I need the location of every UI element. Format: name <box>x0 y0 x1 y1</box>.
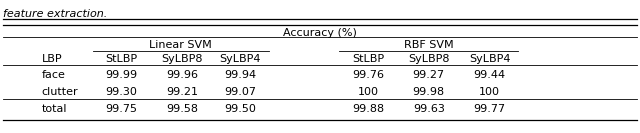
Text: 99.99: 99.99 <box>106 70 138 80</box>
Text: 99.44: 99.44 <box>474 70 506 80</box>
Text: 100: 100 <box>479 87 500 97</box>
Text: Linear SVM: Linear SVM <box>149 40 212 50</box>
Text: 99.88: 99.88 <box>352 104 384 114</box>
Text: StLBP: StLBP <box>352 54 384 64</box>
Text: SyLBP8: SyLBP8 <box>162 54 203 64</box>
Text: 99.96: 99.96 <box>166 70 198 80</box>
Text: RBF SVM: RBF SVM <box>404 40 454 50</box>
Text: 99.76: 99.76 <box>352 70 384 80</box>
Text: 99.94: 99.94 <box>224 70 256 80</box>
Text: StLBP: StLBP <box>106 54 138 64</box>
Text: 99.30: 99.30 <box>106 87 138 97</box>
Text: 99.63: 99.63 <box>413 104 445 114</box>
Text: 99.58: 99.58 <box>166 104 198 114</box>
Text: 100: 100 <box>358 87 378 97</box>
Text: 99.27: 99.27 <box>413 70 445 80</box>
Text: LBP: LBP <box>42 54 62 64</box>
Text: 99.77: 99.77 <box>474 104 506 114</box>
Text: Accuracy (%): Accuracy (%) <box>283 28 357 38</box>
Text: SyLBP8: SyLBP8 <box>408 54 449 64</box>
Text: feature extraction.: feature extraction. <box>3 9 108 19</box>
Text: 99.75: 99.75 <box>106 104 138 114</box>
Text: clutter: clutter <box>42 87 78 97</box>
Text: SyLBP4: SyLBP4 <box>220 54 260 64</box>
Text: face: face <box>42 70 65 80</box>
Text: 99.50: 99.50 <box>224 104 256 114</box>
Text: SyLBP4: SyLBP4 <box>469 54 510 64</box>
Text: 99.07: 99.07 <box>224 87 256 97</box>
Text: 99.21: 99.21 <box>166 87 198 97</box>
Text: 99.98: 99.98 <box>413 87 445 97</box>
Text: total: total <box>42 104 67 114</box>
